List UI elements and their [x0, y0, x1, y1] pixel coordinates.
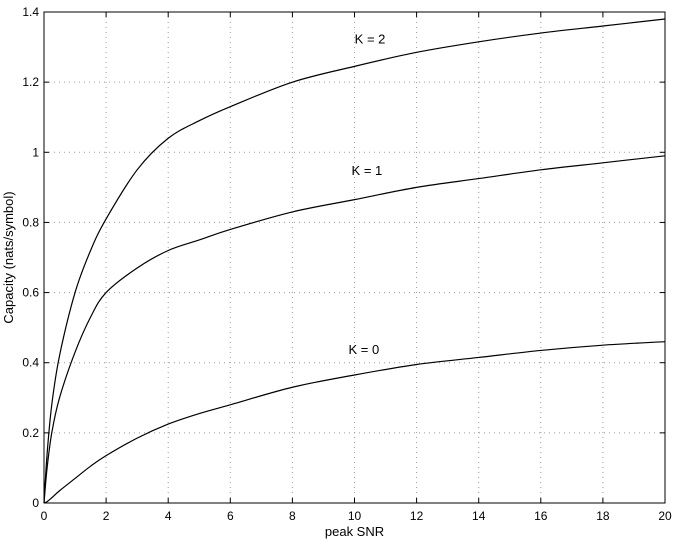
x-tick-label: 20 — [658, 509, 672, 523]
y-tick-label: 0.8 — [22, 215, 39, 229]
x-axis-label: peak SNR — [325, 524, 384, 539]
curve-annotations: K = 2 K = 1 K = 0 — [348, 32, 385, 357]
x-tick-label: 0 — [41, 509, 48, 523]
x-tick-label: 10 — [348, 509, 362, 523]
y-tick-label: 1.2 — [22, 75, 39, 89]
grid-lines — [44, 12, 665, 503]
series-line-k-2 — [43, 18, 666, 504]
axis-ticks — [43, 11, 666, 504]
series-label-k-0: K = 0 — [348, 342, 379, 357]
x-tick-label: 18 — [596, 509, 610, 523]
x-tick-labels: 0 2 4 6 8 10 12 14 16 18 20 — [41, 509, 672, 523]
x-tick-label: 8 — [289, 509, 296, 523]
x-tick-label: 16 — [534, 509, 548, 523]
y-tick-label: 1.4 — [22, 5, 39, 19]
series-label-k-1: K = 1 — [352, 163, 383, 178]
y-tick-label: 1 — [32, 145, 39, 159]
series-curves — [43, 18, 666, 504]
series-line-k-0 — [43, 341, 666, 504]
series-label-k-2: K = 2 — [355, 32, 386, 47]
x-tick-label: 4 — [165, 509, 172, 523]
x-tick-label: 12 — [410, 509, 424, 523]
series-line-k-1 — [43, 155, 666, 504]
y-tick-label: 0 — [32, 496, 39, 510]
y-tick-labels: 0 0.2 0.4 0.6 0.8 1 1.2 1.4 — [22, 5, 39, 510]
y-tick-label: 0.6 — [22, 286, 39, 300]
y-tick-label: 0.4 — [22, 356, 39, 370]
x-tick-label: 6 — [227, 509, 234, 523]
x-tick-label: 2 — [103, 509, 110, 523]
y-tick-label: 0.2 — [22, 426, 39, 440]
x-tick-label: 14 — [472, 509, 486, 523]
y-axis-label: Capacity (nats/symbol) — [1, 191, 16, 323]
